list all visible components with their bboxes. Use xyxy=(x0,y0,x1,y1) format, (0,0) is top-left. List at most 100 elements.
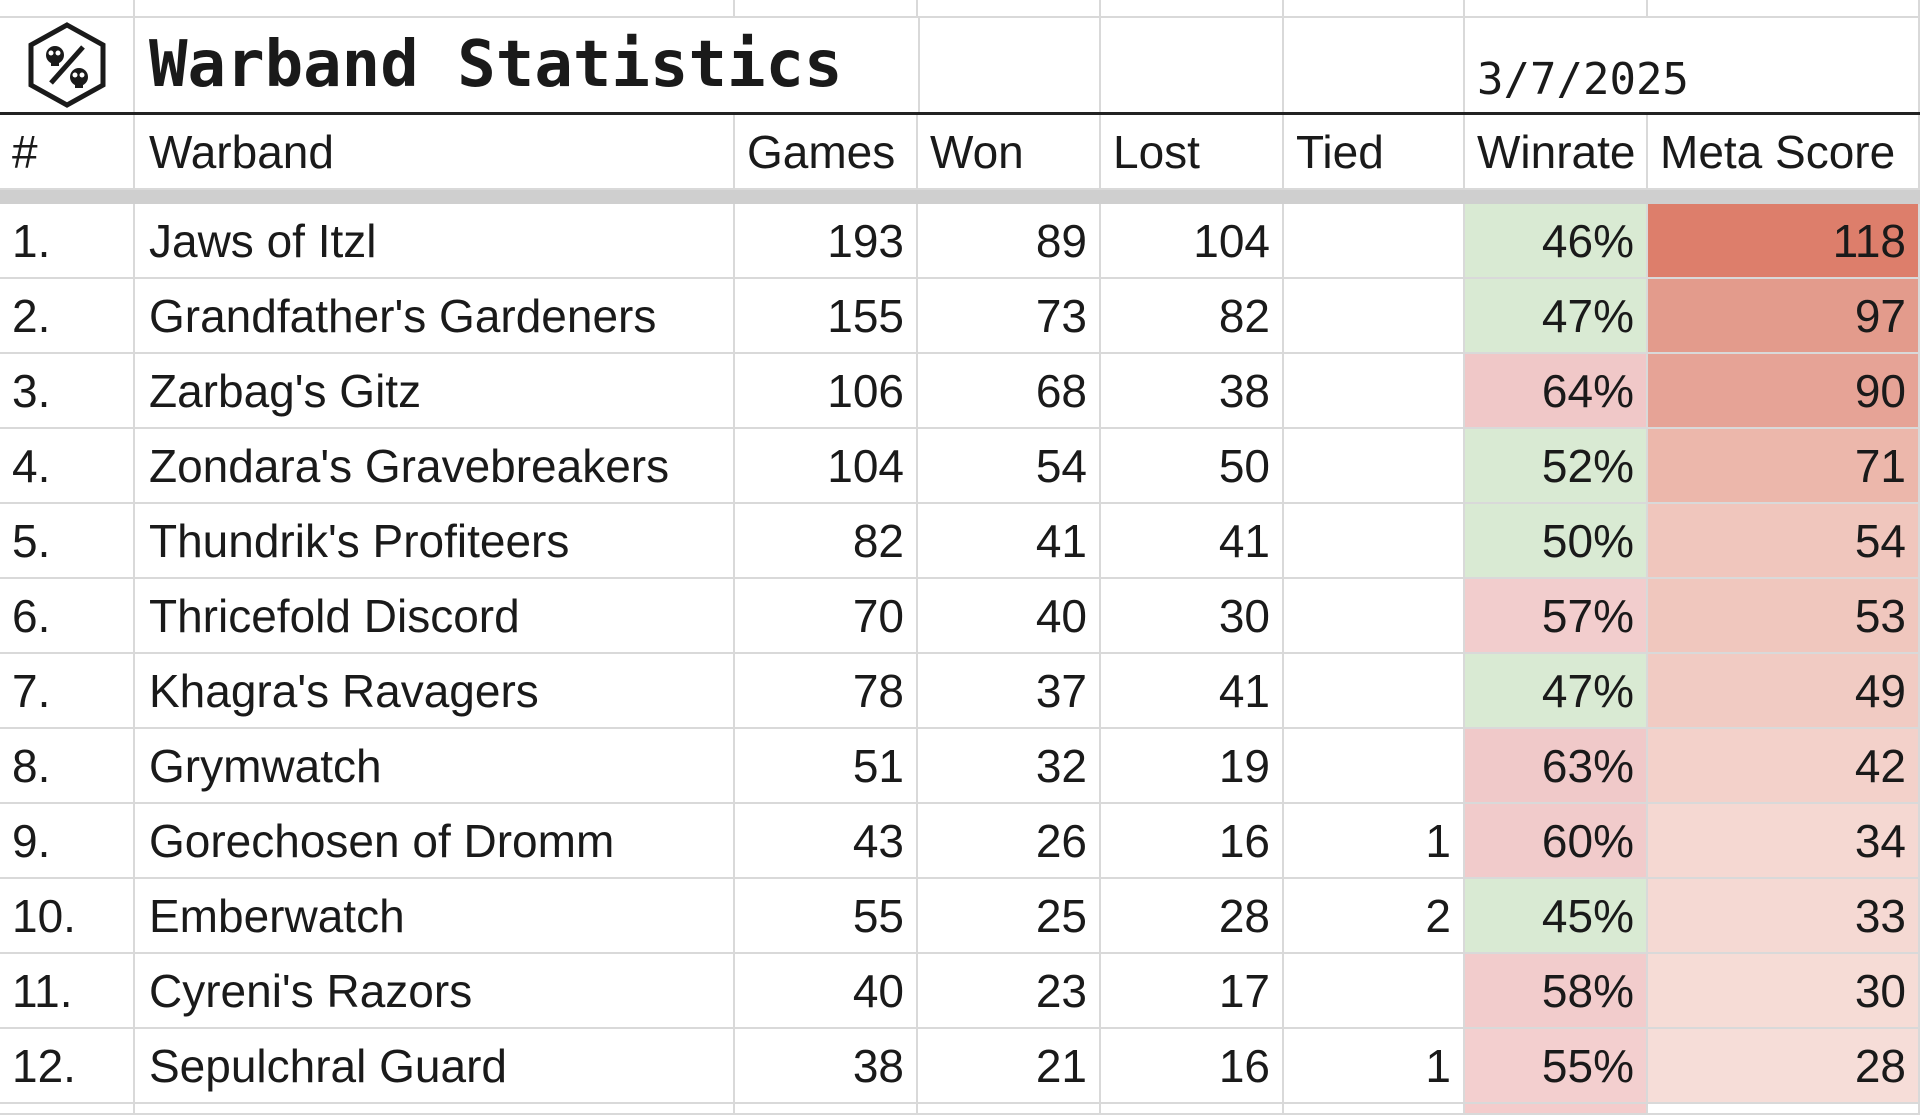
top-strip-cell[interactable] xyxy=(735,0,918,18)
warband-name-cell[interactable]: Grandfather's Gardeners xyxy=(135,279,735,354)
won-cell[interactable]: 21 xyxy=(918,1029,1101,1104)
meta-score-cell[interactable]: 53 xyxy=(1648,579,1920,654)
lost-cell[interactable]: 50 xyxy=(1101,429,1284,504)
tied-cell[interactable]: 1 xyxy=(1284,804,1465,879)
lost-cell[interactable]: 41 xyxy=(1101,504,1284,579)
rank-cell[interactable]: 6. xyxy=(0,579,135,654)
tied-cell[interactable] xyxy=(1284,429,1465,504)
winrate-cell[interactable]: 64% xyxy=(1465,354,1648,429)
title-row-cell[interactable] xyxy=(1101,18,1284,114)
won-cell[interactable]: 89 xyxy=(918,204,1101,279)
warband-name-cell[interactable]: Zarbag's Gitz xyxy=(135,354,735,429)
warband-name-cell[interactable]: Thundrik's Profiteers xyxy=(135,504,735,579)
lost-cell[interactable]: 104 xyxy=(1101,204,1284,279)
tied-cell[interactable] xyxy=(1284,654,1465,729)
tied-cell[interactable] xyxy=(1284,354,1465,429)
tied-cell[interactable]: 1 xyxy=(1284,1029,1465,1104)
won-cell[interactable]: 40 xyxy=(918,579,1101,654)
games-cell[interactable]: 193 xyxy=(735,204,918,279)
winrate-cell[interactable]: 45% xyxy=(1465,879,1648,954)
top-strip-cell[interactable] xyxy=(0,0,135,18)
meta-score-cell[interactable]: 33 xyxy=(1648,879,1920,954)
games-cell[interactable]: 104 xyxy=(735,429,918,504)
games-cell[interactable]: 106 xyxy=(735,354,918,429)
warband-name-cell[interactable]: Cyreni's Razors xyxy=(135,954,735,1029)
rank-cell[interactable]: 2. xyxy=(0,279,135,354)
header-tied[interactable]: Tied xyxy=(1284,115,1465,190)
meta-score-cell[interactable]: 118 xyxy=(1648,204,1920,279)
lost-cell[interactable]: 38 xyxy=(1101,354,1284,429)
rank-cell[interactable]: 3. xyxy=(0,354,135,429)
rank-cell[interactable]: 1. xyxy=(0,204,135,279)
lost-cell[interactable]: 30 xyxy=(1101,579,1284,654)
won-cell[interactable]: 23 xyxy=(918,954,1101,1029)
title-row-cell[interactable] xyxy=(918,18,1101,114)
top-strip-cell[interactable] xyxy=(135,0,735,18)
meta-score-cell[interactable]: 97 xyxy=(1648,279,1920,354)
partial-row-cell[interactable] xyxy=(735,1104,918,1115)
lost-cell[interactable]: 28 xyxy=(1101,879,1284,954)
lost-cell[interactable]: 17 xyxy=(1101,954,1284,1029)
rank-cell[interactable]: 5. xyxy=(0,504,135,579)
header-won[interactable]: Won xyxy=(918,115,1101,190)
top-strip-cell[interactable] xyxy=(1648,0,1920,18)
partial-row-cell[interactable] xyxy=(135,1104,735,1115)
meta-score-cell[interactable]: 30 xyxy=(1648,954,1920,1029)
partial-row-cell[interactable] xyxy=(1284,1104,1465,1115)
tied-cell[interactable]: 2 xyxy=(1284,879,1465,954)
header-winrate[interactable]: Winrate xyxy=(1465,115,1648,190)
top-strip-cell[interactable] xyxy=(1101,0,1284,18)
won-cell[interactable]: 32 xyxy=(918,729,1101,804)
lost-cell[interactable]: 16 xyxy=(1101,1029,1284,1104)
tied-cell[interactable] xyxy=(1284,954,1465,1029)
tied-cell[interactable] xyxy=(1284,579,1465,654)
rank-cell[interactable]: 12. xyxy=(0,1029,135,1104)
winrate-cell[interactable]: 58% xyxy=(1465,954,1648,1029)
title-cell[interactable]: Warband Statistics xyxy=(135,18,918,114)
won-cell[interactable]: 54 xyxy=(918,429,1101,504)
games-cell[interactable]: 38 xyxy=(735,1029,918,1104)
games-cell[interactable]: 40 xyxy=(735,954,918,1029)
won-cell[interactable]: 73 xyxy=(918,279,1101,354)
title-row-cell[interactable] xyxy=(1284,18,1465,114)
warband-name-cell[interactable]: Zondara's Gravebreakers xyxy=(135,429,735,504)
meta-score-cell[interactable]: 90 xyxy=(1648,354,1920,429)
logo-cell[interactable] xyxy=(0,18,135,114)
tied-cell[interactable] xyxy=(1284,279,1465,354)
rank-cell[interactable]: 7. xyxy=(0,654,135,729)
warband-name-cell[interactable]: Grymwatch xyxy=(135,729,735,804)
meta-score-cell[interactable]: 28 xyxy=(1648,1029,1920,1104)
meta-score-cell[interactable]: 49 xyxy=(1648,654,1920,729)
lost-cell[interactable]: 16 xyxy=(1101,804,1284,879)
date-cell[interactable]: 3/7/2025 xyxy=(1465,18,1920,114)
rank-cell[interactable]: 8. xyxy=(0,729,135,804)
top-strip-cell[interactable] xyxy=(1284,0,1465,18)
won-cell[interactable]: 37 xyxy=(918,654,1101,729)
warband-name-cell[interactable]: Gorechosen of Dromm xyxy=(135,804,735,879)
frozen-header-divider[interactable] xyxy=(0,190,1920,204)
partial-row-cell[interactable] xyxy=(1648,1104,1920,1115)
header-rank[interactable]: # xyxy=(0,115,135,190)
games-cell[interactable]: 82 xyxy=(735,504,918,579)
header-meta-score[interactable]: Meta Score xyxy=(1648,115,1920,190)
warband-name-cell[interactable]: Emberwatch xyxy=(135,879,735,954)
partial-row-cell[interactable] xyxy=(0,1104,135,1115)
won-cell[interactable]: 25 xyxy=(918,879,1101,954)
winrate-cell[interactable]: 52% xyxy=(1465,429,1648,504)
won-cell[interactable]: 41 xyxy=(918,504,1101,579)
tied-cell[interactable] xyxy=(1284,204,1465,279)
rank-cell[interactable]: 4. xyxy=(0,429,135,504)
games-cell[interactable]: 51 xyxy=(735,729,918,804)
top-strip-cell[interactable] xyxy=(1465,0,1648,18)
warband-name-cell[interactable]: Thricefold Discord xyxy=(135,579,735,654)
tied-cell[interactable] xyxy=(1284,729,1465,804)
games-cell[interactable]: 70 xyxy=(735,579,918,654)
winrate-cell[interactable]: 46% xyxy=(1465,204,1648,279)
games-cell[interactable]: 43 xyxy=(735,804,918,879)
winrate-cell[interactable]: 55% xyxy=(1465,1029,1648,1104)
warband-name-cell[interactable]: Khagra's Ravagers xyxy=(135,654,735,729)
warband-name-cell[interactable]: Sepulchral Guard xyxy=(135,1029,735,1104)
meta-score-cell[interactable]: 34 xyxy=(1648,804,1920,879)
lost-cell[interactable]: 19 xyxy=(1101,729,1284,804)
rank-cell[interactable]: 11. xyxy=(0,954,135,1029)
